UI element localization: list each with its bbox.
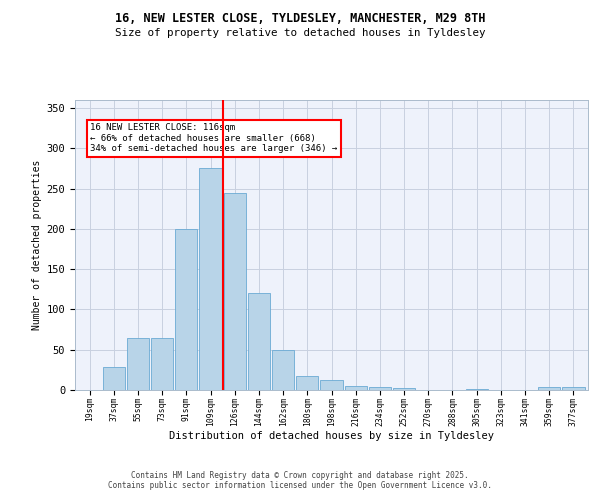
Bar [224,192,246,390]
Bar [151,338,173,390]
Bar [175,229,197,390]
Bar [562,387,584,390]
Bar [466,389,488,390]
Bar [199,168,221,390]
Bar [369,387,391,390]
Text: Size of property relative to detached houses in Tyldesley: Size of property relative to detached ho… [115,28,485,38]
Bar [248,294,270,390]
Bar [538,387,560,390]
Bar [320,380,343,390]
Text: 16, NEW LESTER CLOSE, TYLDESLEY, MANCHESTER, M29 8TH: 16, NEW LESTER CLOSE, TYLDESLEY, MANCHES… [115,12,485,26]
Bar [103,368,125,390]
Text: Contains HM Land Registry data © Crown copyright and database right 2025.
Contai: Contains HM Land Registry data © Crown c… [108,470,492,490]
X-axis label: Distribution of detached houses by size in Tyldesley: Distribution of detached houses by size … [169,431,494,441]
Text: 16 NEW LESTER CLOSE: 116sqm
← 66% of detached houses are smaller (668)
34% of se: 16 NEW LESTER CLOSE: 116sqm ← 66% of det… [91,123,338,153]
Y-axis label: Number of detached properties: Number of detached properties [32,160,43,330]
Bar [127,338,149,390]
Bar [344,386,367,390]
Bar [272,350,294,390]
Bar [296,376,319,390]
Bar [393,388,415,390]
